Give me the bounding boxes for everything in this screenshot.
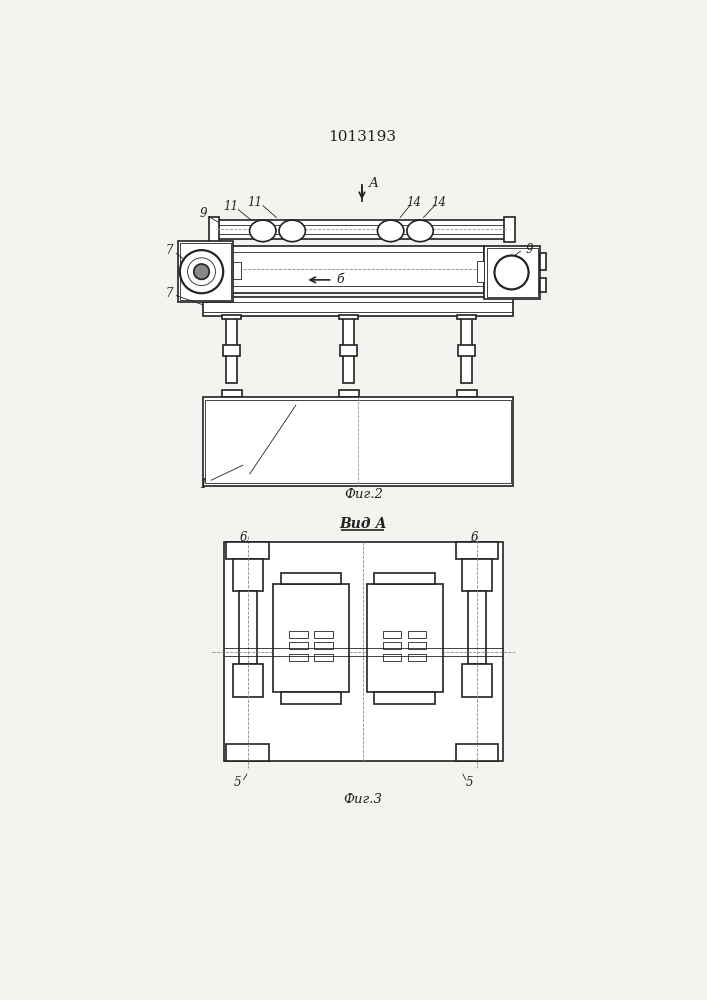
Text: 11: 11 bbox=[247, 196, 262, 209]
Bar bbox=[484, 246, 540, 299]
Bar bbox=[540, 253, 547, 270]
Bar bbox=[223, 345, 240, 356]
Bar bbox=[408, 654, 426, 661]
Text: Вид А: Вид А bbox=[339, 517, 387, 531]
Bar bbox=[223, 315, 241, 319]
Bar bbox=[177, 241, 233, 302]
Circle shape bbox=[194, 264, 209, 279]
Bar bbox=[222, 389, 242, 397]
Text: 7: 7 bbox=[165, 244, 173, 257]
Bar bbox=[203, 397, 513, 486]
Text: б: б bbox=[337, 273, 344, 286]
Bar bbox=[383, 642, 402, 649]
Bar bbox=[226, 542, 269, 559]
Text: 6: 6 bbox=[240, 531, 247, 544]
Bar bbox=[344, 316, 354, 383]
Bar bbox=[374, 692, 435, 704]
Text: 9: 9 bbox=[199, 207, 207, 220]
Text: 1013193: 1013193 bbox=[328, 130, 396, 144]
Bar bbox=[226, 744, 269, 761]
Ellipse shape bbox=[279, 220, 305, 242]
Bar bbox=[209, 217, 219, 242]
Bar bbox=[383, 631, 402, 638]
Bar bbox=[281, 573, 341, 584]
Bar bbox=[456, 744, 498, 761]
Bar bbox=[203, 297, 513, 316]
Bar bbox=[477, 261, 484, 282]
Bar bbox=[462, 664, 492, 697]
Bar bbox=[457, 315, 476, 319]
Bar bbox=[339, 389, 359, 397]
Text: 14: 14 bbox=[431, 196, 446, 209]
Circle shape bbox=[187, 258, 216, 286]
Text: 6: 6 bbox=[471, 531, 478, 544]
Bar bbox=[408, 631, 426, 638]
Circle shape bbox=[494, 256, 529, 289]
Bar bbox=[314, 631, 332, 638]
Bar bbox=[457, 389, 477, 397]
Bar bbox=[180, 243, 231, 300]
Bar bbox=[224, 542, 503, 761]
Ellipse shape bbox=[378, 220, 404, 242]
Bar bbox=[374, 573, 435, 584]
Bar bbox=[239, 591, 257, 664]
Ellipse shape bbox=[250, 220, 276, 242]
Bar bbox=[226, 316, 237, 383]
Bar bbox=[289, 642, 308, 649]
Bar bbox=[340, 345, 357, 356]
Text: 5: 5 bbox=[466, 776, 474, 789]
Bar bbox=[462, 559, 492, 591]
Bar bbox=[289, 654, 308, 661]
Bar bbox=[468, 591, 486, 664]
Bar bbox=[486, 248, 538, 297]
Bar bbox=[233, 262, 241, 279]
Text: Фиг.2: Фиг.2 bbox=[344, 488, 383, 501]
Bar bbox=[383, 654, 402, 661]
Bar bbox=[314, 642, 332, 649]
Text: 11: 11 bbox=[223, 200, 238, 213]
Bar bbox=[408, 642, 426, 649]
Bar bbox=[504, 217, 515, 242]
Bar bbox=[461, 316, 472, 383]
Bar bbox=[206, 400, 510, 483]
Ellipse shape bbox=[407, 220, 433, 242]
Text: 5: 5 bbox=[233, 776, 241, 789]
Bar bbox=[289, 631, 308, 638]
Bar bbox=[458, 345, 475, 356]
Bar bbox=[540, 278, 547, 292]
Text: А: А bbox=[369, 177, 379, 190]
Bar bbox=[216, 220, 507, 239]
Bar bbox=[456, 542, 498, 559]
Text: 14: 14 bbox=[407, 196, 421, 209]
Bar bbox=[230, 246, 484, 293]
Bar bbox=[314, 654, 332, 661]
Bar bbox=[233, 559, 263, 591]
Bar bbox=[273, 584, 349, 692]
Text: 1: 1 bbox=[199, 478, 207, 491]
Text: 7: 7 bbox=[165, 287, 173, 300]
Bar bbox=[367, 584, 443, 692]
Bar bbox=[339, 315, 358, 319]
Text: Фиг.3: Фиг.3 bbox=[344, 793, 382, 806]
Bar bbox=[281, 692, 341, 704]
Circle shape bbox=[180, 250, 223, 293]
Text: 9: 9 bbox=[525, 243, 533, 256]
Bar bbox=[233, 664, 263, 697]
